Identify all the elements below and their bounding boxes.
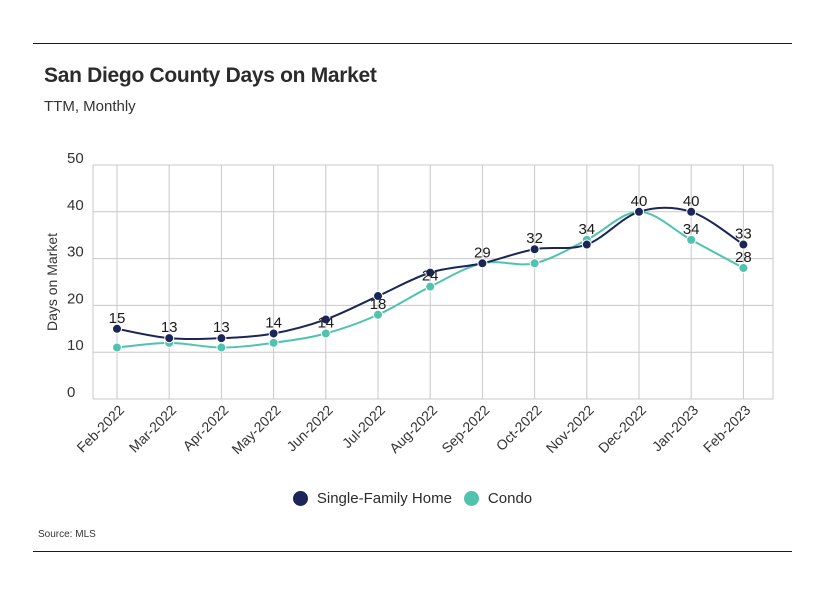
legend-label-single-family: Single-Family Home [316,490,452,507]
data-label-single-family: 32 [526,230,543,247]
data-label-single-family: 15 [109,310,126,327]
x-tick-label: Jun-2022 [283,402,336,455]
x-tick-label: Mar-2022 [126,402,180,456]
data-label-condo: 34 [683,221,700,238]
x-tick-label: Apr-2022 [179,402,231,454]
chart-legend: Single-Family Home Condo [0,490,825,507]
data-label-single-family: 40 [631,193,648,210]
data-point-condo [112,342,122,353]
data-label-single-family: 14 [265,314,282,331]
data-point-single-family [164,333,175,344]
y-tick-label: 20 [67,290,84,307]
x-tick-label: Nov-2022 [543,402,597,456]
x-tick-label: Jul-2022 [339,402,388,451]
data-point-condo [738,262,749,273]
legend-item-condo[interactable]: Condo [463,490,533,507]
data-label-condo: 18 [370,296,387,313]
x-tick-label: Dec-2022 [595,402,649,456]
data-point-single-family [216,333,227,344]
data-label-single-family: 29 [474,244,491,261]
x-tick-label: Feb-2023 [700,402,754,456]
y-tick-label: 10 [67,337,84,354]
data-label-condo: 34 [578,221,595,238]
data-point-single-family [686,206,697,217]
y-axis-title: Days on Market [44,233,60,331]
data-point-single-family [268,328,279,339]
data-label-condo: 24 [422,268,439,285]
source-note: Source: MLS [38,529,96,540]
data-point-condo [373,309,383,320]
y-tick-label: 40 [67,197,84,214]
data-point-single-family [738,239,749,250]
x-tick-label: Oct-2022 [493,402,545,454]
data-point-condo [425,281,436,292]
data-point-condo [320,328,331,339]
data-label-condo: 14 [317,314,334,331]
legend-item-single-family[interactable]: Single-Family Home [292,490,452,507]
data-label-single-family: 33 [735,226,752,243]
chart-subtitle: TTM, Monthly [44,98,136,115]
legend-swatch-condo [463,491,479,506]
data-point-condo [686,234,697,245]
data-point-condo [216,342,227,353]
data-point-single-family [529,244,540,255]
data-point-single-family [634,206,644,217]
data-point-single-family [320,314,331,325]
y-tick-label: 30 [67,244,84,261]
x-tick-label: Aug-2022 [386,402,440,456]
y-tick-label: 50 [67,150,84,167]
bottom-rule [33,551,792,552]
x-tick-label: Feb-2022 [73,402,127,456]
data-point-condo [268,337,279,348]
top-rule [33,43,792,44]
y-tick-label: 0 [67,384,75,401]
data-point-single-family [581,239,592,250]
legend-label-condo: Condo [487,490,533,507]
data-point-single-family [112,323,122,334]
data-label-condo: 28 [735,249,752,266]
x-tick-label: Jan-2023 [649,402,702,455]
data-point-single-family [373,291,383,302]
x-tick-label: May-2022 [228,402,283,457]
data-point-single-family [477,258,488,269]
data-point-condo [529,258,540,269]
chart-title: San Diego County Days on Market [44,64,377,87]
data-label-single-family: 13 [161,319,178,336]
legend-swatch-single-family [292,491,308,506]
data-label-single-family: 13 [213,319,230,336]
data-label-single-family: 40 [683,193,700,210]
data-point-single-family [425,267,436,278]
x-tick-label: Sep-2022 [438,402,492,456]
